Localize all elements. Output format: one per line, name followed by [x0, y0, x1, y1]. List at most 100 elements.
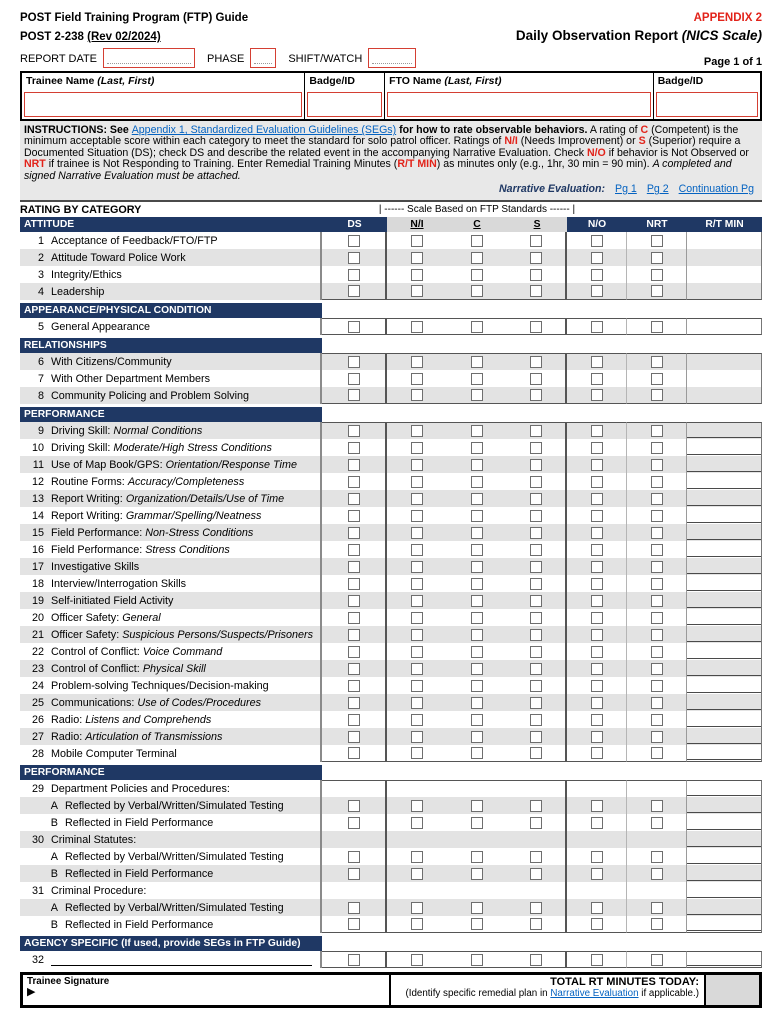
checkbox-nrt-23[interactable] [650, 662, 663, 675]
checkbox-ds-1[interactable] [347, 234, 360, 247]
checkbox-no-1[interactable] [590, 234, 603, 247]
cell-rt-4[interactable] [687, 283, 762, 301]
checkbox-no-7[interactable] [590, 372, 603, 385]
checkbox-no-14[interactable] [590, 509, 603, 522]
checkbox-ni-26[interactable] [411, 713, 423, 726]
checkbox-ni-25[interactable] [411, 696, 423, 709]
trainee-badge-input[interactable] [307, 92, 383, 117]
checkbox-ds-22[interactable] [347, 645, 360, 658]
checkbox-ni-31a[interactable] [411, 901, 423, 914]
cell-rt-16[interactable] [687, 541, 762, 559]
cell-rt-13[interactable] [687, 490, 762, 508]
checkbox-ds-31b[interactable] [347, 918, 360, 931]
checkbox-ds-27[interactable] [347, 730, 360, 743]
checkbox-no-29b[interactable] [590, 816, 603, 829]
checkbox-ni-24[interactable] [411, 679, 423, 692]
checkbox-ds-16[interactable] [347, 543, 360, 556]
checkbox-nrt-11[interactable] [650, 458, 663, 471]
checkbox-nrt-30a[interactable] [650, 850, 663, 863]
checkbox-c-12[interactable] [471, 475, 483, 488]
checkbox-s-28[interactable] [530, 747, 542, 760]
checkbox-ds-25[interactable] [347, 696, 360, 709]
checkbox-c-3[interactable] [471, 268, 483, 281]
checkbox-no-18[interactable] [590, 577, 603, 590]
checkbox-ds-20[interactable] [347, 611, 360, 624]
checkbox-ni-3[interactable] [411, 268, 423, 281]
checkbox-ds-3[interactable] [347, 268, 360, 281]
checkbox-no-11[interactable] [590, 458, 603, 471]
checkbox-no-29a[interactable] [590, 799, 603, 812]
checkbox-ni-7[interactable] [411, 372, 423, 385]
fto-badge-input[interactable] [655, 92, 758, 117]
cell-rt-22[interactable] [687, 643, 762, 661]
checkbox-no-27[interactable] [590, 730, 603, 743]
cell-rt-31b[interactable] [687, 916, 762, 934]
checkbox-ni-23[interactable] [411, 662, 423, 675]
checkbox-c-19[interactable] [471, 594, 483, 607]
checkbox-nrt-31b[interactable] [650, 918, 663, 931]
checkbox-ni-13[interactable] [411, 492, 423, 505]
cell-rt-30b[interactable] [687, 865, 762, 883]
checkbox-s-22[interactable] [530, 645, 542, 658]
cell-rt-15[interactable] [687, 524, 762, 542]
cell-rt-19[interactable] [687, 592, 762, 610]
checkbox-no-31b[interactable] [590, 918, 603, 931]
checkbox-no-17[interactable] [590, 560, 603, 573]
checkbox-s-12[interactable] [530, 475, 542, 488]
checkbox-no-3[interactable] [590, 268, 603, 281]
checkbox-s-24[interactable] [530, 679, 542, 692]
checkbox-ds-8[interactable] [347, 389, 360, 402]
checkbox-ds-7[interactable] [347, 372, 360, 385]
checkbox-ds-18[interactable] [347, 577, 360, 590]
checkbox-s-29a[interactable] [530, 799, 542, 812]
checkbox-s-4[interactable] [530, 285, 542, 298]
checkbox-c-24[interactable] [471, 679, 483, 692]
checkbox-no-8[interactable] [590, 389, 603, 402]
checkbox-ds-30b[interactable] [347, 867, 360, 880]
checkbox-ni-32[interactable] [411, 953, 423, 966]
checkbox-ds-30a[interactable] [347, 850, 360, 863]
checkbox-nrt-3[interactable] [650, 268, 663, 281]
checkbox-c-4[interactable] [471, 285, 483, 298]
cell-rt-11[interactable] [687, 456, 762, 474]
checkbox-no-24[interactable] [590, 679, 603, 692]
checkbox-ds-15[interactable] [347, 526, 360, 539]
checkbox-ds-28[interactable] [347, 747, 360, 760]
narrative-link-pg-2[interactable]: Pg 2 [646, 183, 669, 196]
cell-rt-27[interactable] [687, 728, 762, 746]
checkbox-c-15[interactable] [471, 526, 483, 539]
checkbox-ds-9[interactable] [347, 425, 360, 438]
checkbox-ds-26[interactable] [347, 713, 360, 726]
checkbox-no-5[interactable] [590, 320, 603, 333]
narrative-link-continuation-pg[interactable]: Continuation Pg [678, 183, 754, 196]
checkbox-c-27[interactable] [471, 730, 483, 743]
checkbox-no-21[interactable] [590, 628, 603, 641]
checkbox-c-1[interactable] [471, 234, 483, 247]
checkbox-c-7[interactable] [471, 372, 483, 385]
checkbox-ni-4[interactable] [411, 285, 423, 298]
cell-rt-6[interactable] [687, 353, 762, 371]
checkbox-nrt-31a[interactable] [650, 901, 663, 914]
checkbox-ni-1[interactable] [411, 234, 423, 247]
checkbox-s-25[interactable] [530, 696, 542, 709]
checkbox-s-31a[interactable] [530, 901, 542, 914]
checkbox-ds-5[interactable] [347, 320, 360, 333]
checkbox-ds-12[interactable] [347, 475, 360, 488]
checkbox-c-8[interactable] [471, 389, 483, 402]
checkbox-ni-31b[interactable] [411, 918, 423, 931]
checkbox-s-11[interactable] [530, 458, 542, 471]
checkbox-c-29b[interactable] [471, 816, 483, 829]
checkbox-s-1[interactable] [530, 234, 542, 247]
seg-appendix-1-link[interactable]: Appendix 1, Standardized Evaluation Guid… [131, 124, 397, 136]
checkbox-nrt-22[interactable] [650, 645, 663, 658]
cell-rt-31[interactable] [687, 882, 762, 900]
checkbox-ni-16[interactable] [411, 543, 423, 556]
checkbox-no-28[interactable] [590, 747, 603, 760]
checkbox-no-16[interactable] [590, 543, 603, 556]
checkbox-nrt-10[interactable] [650, 441, 663, 454]
checkbox-s-30b[interactable] [530, 867, 542, 880]
checkbox-no-22[interactable] [590, 645, 603, 658]
checkbox-ni-9[interactable] [411, 425, 423, 438]
checkbox-no-30b[interactable] [590, 867, 603, 880]
checkbox-s-15[interactable] [530, 526, 542, 539]
